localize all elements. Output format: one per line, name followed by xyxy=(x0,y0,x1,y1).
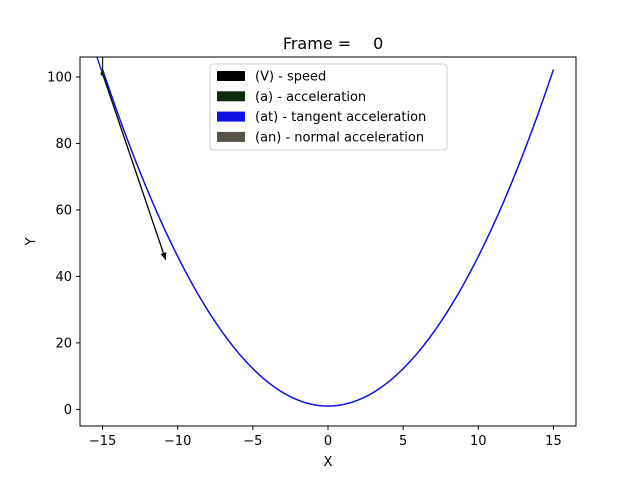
position-point xyxy=(100,71,105,76)
x-tick-label: 15 xyxy=(545,434,562,449)
legend-swatch xyxy=(217,71,245,81)
legend-label: (V) - speed xyxy=(255,70,326,85)
plot-area xyxy=(96,57,555,407)
x-tick-label: −15 xyxy=(89,434,116,449)
y-tick-label: 100 xyxy=(47,70,72,85)
title-prefix: Frame = xyxy=(283,34,351,53)
legend-label: (a) - acceleration xyxy=(255,90,366,105)
frame-number: 0 xyxy=(373,34,383,53)
legend-box xyxy=(209,63,448,151)
x-tick-label: −10 xyxy=(164,434,191,449)
y-tick-label: 0 xyxy=(64,403,72,418)
x-tick-label: 0 xyxy=(324,434,332,449)
legend: (V) - speed (a) - acceleration (at) - tang… xyxy=(209,63,448,151)
trajectory-curve xyxy=(101,69,555,407)
legend-swatch xyxy=(217,111,245,122)
x-tick-label: 5 xyxy=(399,434,407,449)
legend-swatch xyxy=(217,131,245,142)
legend-swatch xyxy=(217,91,245,102)
y-tick-label: 60 xyxy=(55,203,72,218)
chart-title: Frame = 0 xyxy=(257,34,398,53)
y-tick-label: 20 xyxy=(55,336,72,351)
y-tick-label: 80 xyxy=(55,137,72,152)
vector-0 xyxy=(101,73,167,260)
x-tick-label: 10 xyxy=(470,434,487,449)
vector-2 xyxy=(96,57,104,74)
axes: −15 −10 −5 0 5 10 15 0 20 40 60 80 100 X Y xyxy=(24,56,577,470)
legend-label: (an) - normal acceleration xyxy=(255,130,424,145)
x-axis-label: X xyxy=(324,455,333,470)
y-tick-label: 40 xyxy=(55,270,72,285)
y-axis-label: Y xyxy=(24,237,39,246)
legend-label: (at) - tangent acceleration xyxy=(255,110,426,125)
vector-1 xyxy=(101,57,104,74)
x-tick-label: −5 xyxy=(243,434,262,449)
